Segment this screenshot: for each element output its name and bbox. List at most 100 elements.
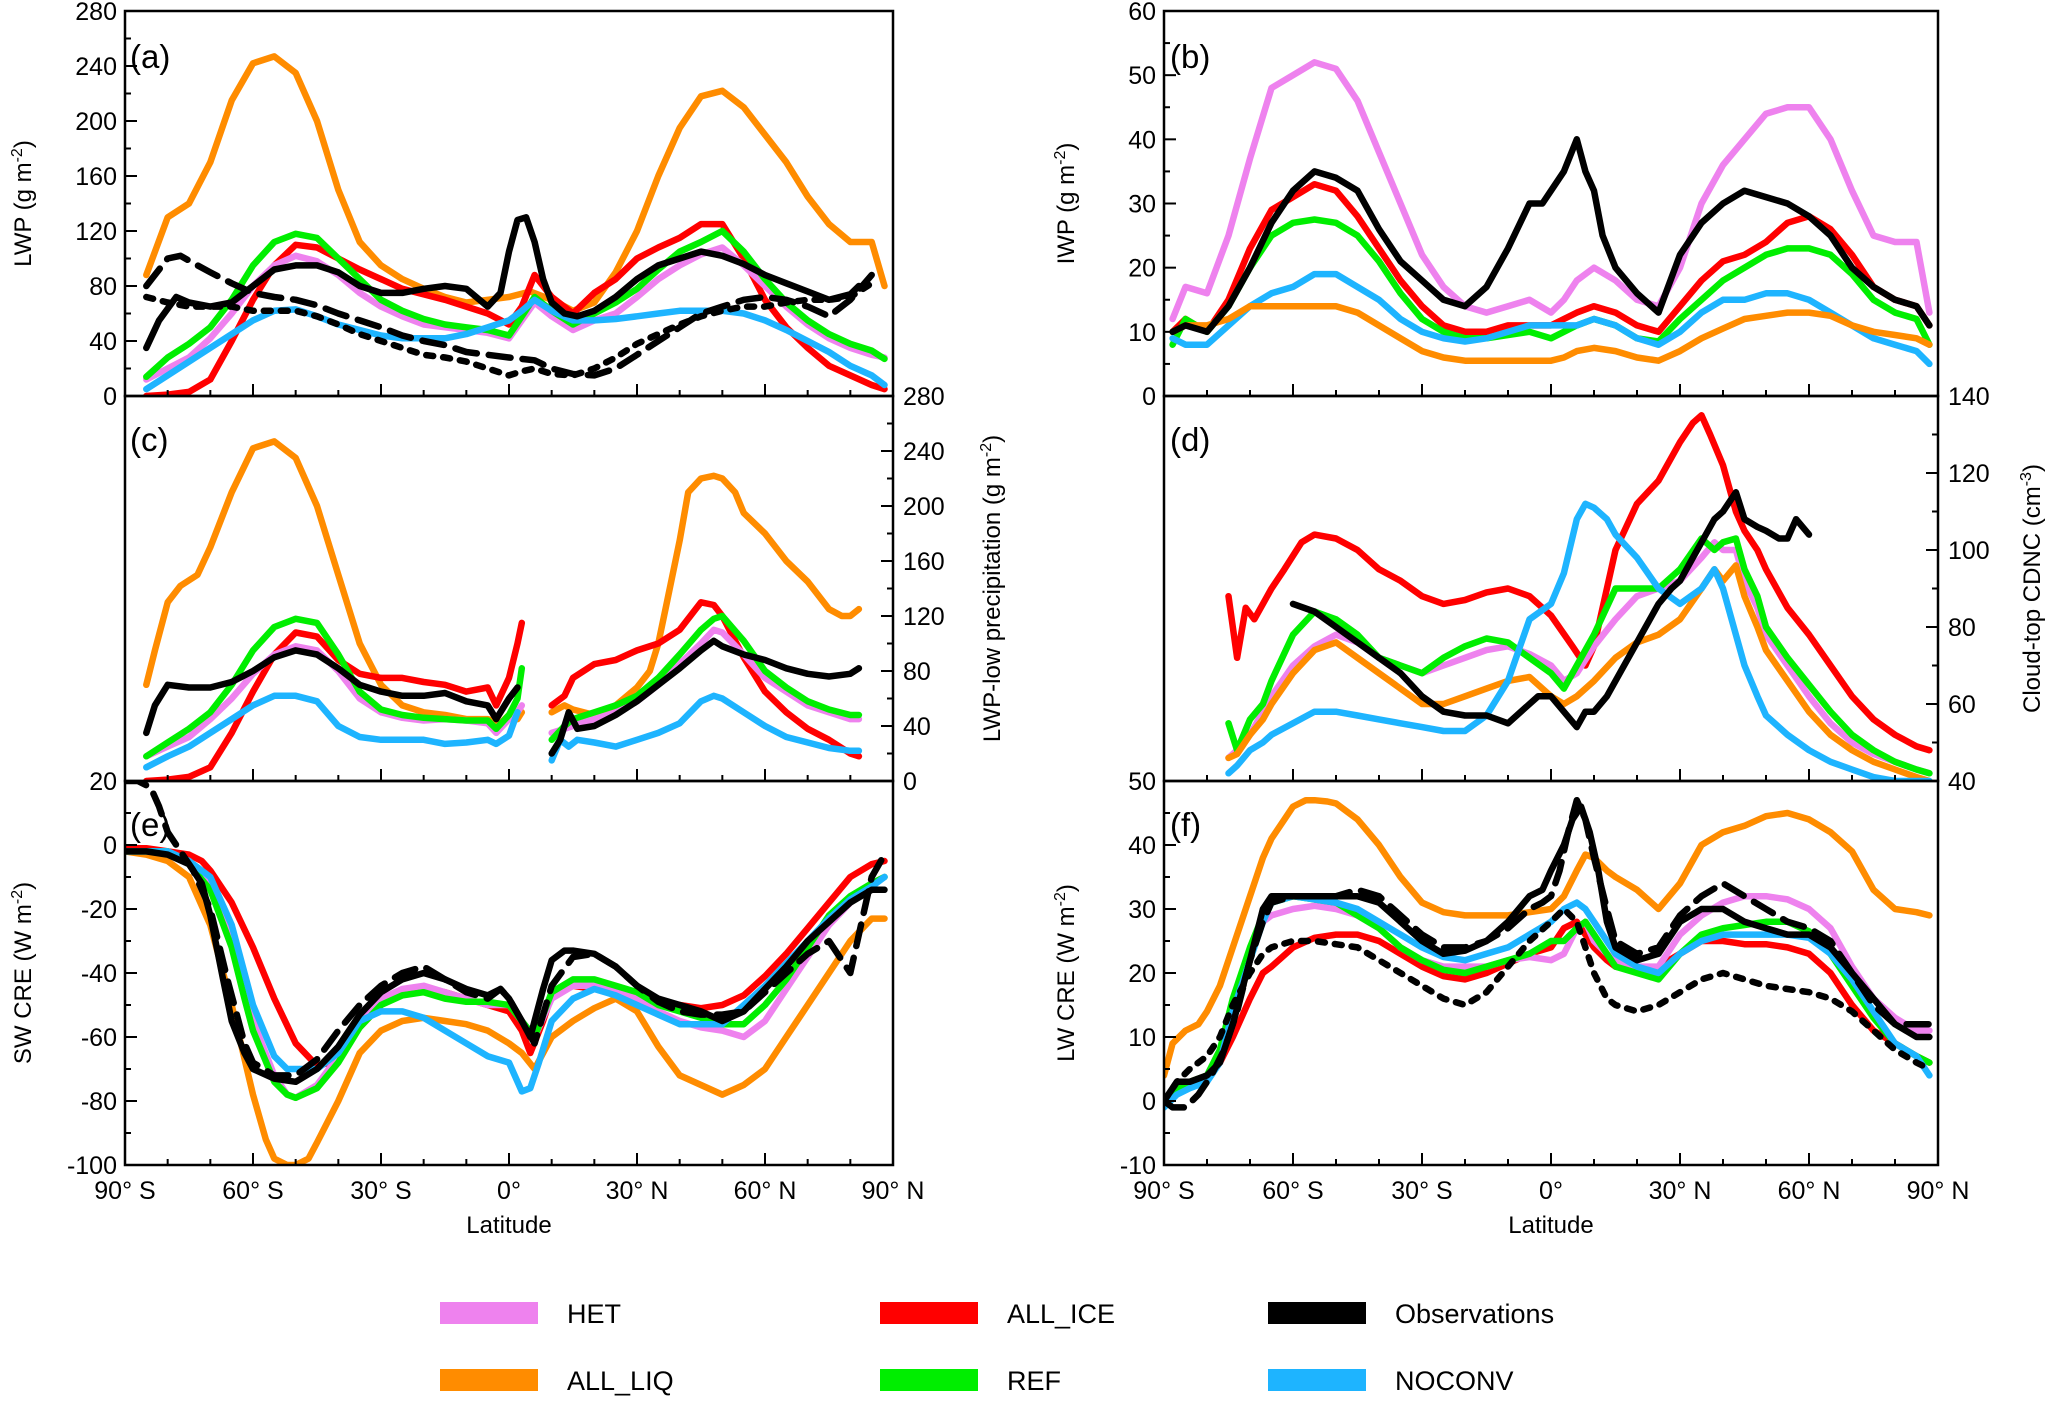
series-observations-dash <box>143 252 875 379</box>
series-group <box>125 781 888 1165</box>
x-tick-label: 0° <box>497 1177 521 1205</box>
x-axis-label: Latitude <box>466 1212 551 1239</box>
series-ref <box>1169 216 1933 348</box>
series-noconv <box>1169 270 1933 368</box>
series-noconv <box>125 848 888 1095</box>
legend-swatch <box>880 1302 978 1324</box>
y-tick-label: 0 <box>903 768 917 796</box>
y-tick-label: 40 <box>1128 832 1156 860</box>
series-het <box>1169 59 1933 323</box>
x-tick-label: 90° N <box>862 1177 925 1205</box>
legend-item-all-liq: ALL_LIQ <box>440 1366 674 1396</box>
series-observations <box>143 647 521 737</box>
panel-tag: (c) <box>130 421 168 458</box>
y-tick-label: 40 <box>1948 768 1976 796</box>
y-tick-label: 30 <box>1128 896 1156 924</box>
x-tick-label: 60° N <box>1778 1177 1841 1205</box>
series-observations-dot <box>1164 905 1933 1105</box>
y-tick-label: 160 <box>903 548 945 576</box>
series-all-ice <box>125 844 888 1070</box>
y-tick-label: 10 <box>1128 1024 1156 1052</box>
series-all-liq <box>125 848 888 1165</box>
panel-b: 0 10 20 30 40 50 60 (b) IWP (g m-2) <box>1052 0 1940 411</box>
plot-frame <box>1162 779 1940 1167</box>
series-all-liq <box>1164 796 1933 1079</box>
legend-swatch <box>440 1302 538 1324</box>
legend-swatch <box>1268 1302 1366 1324</box>
x-tick-label: 30° S <box>350 1177 411 1205</box>
y-tick-label: -40 <box>81 960 117 988</box>
series-ref <box>548 612 863 744</box>
y-tick-label: 120 <box>75 218 117 246</box>
legend-item-noconv: NOCONV <box>1268 1366 1514 1396</box>
y-tick-label: -10 <box>1120 1152 1156 1180</box>
series-het <box>548 626 863 737</box>
series-observations-dash <box>1164 796 1933 1111</box>
series-all-ice <box>548 599 863 760</box>
y-tick-label: 20 <box>89 768 117 796</box>
y-tick-label: 0 <box>1142 1088 1156 1116</box>
series-noconv <box>548 692 863 764</box>
series-all-liq <box>548 472 863 719</box>
series-noconv <box>143 692 521 771</box>
x-tick-label: 0° <box>1539 1177 1563 1205</box>
series-all-ice <box>143 619 526 781</box>
series-all-liq <box>143 53 888 315</box>
y-tick-label: 280 <box>75 0 117 26</box>
y-tick-label: 60 <box>1128 0 1156 26</box>
y-axis-label: LW CRE (W m-2) <box>1052 884 1080 1062</box>
series-group <box>1169 59 1933 368</box>
legend-label: ALL_ICE <box>1007 1299 1115 1329</box>
y-axis-label: SW CRE (W m-2) <box>9 882 37 1064</box>
panel-c: 0 40 80 120 160 200 240 280 (c) LWP-low precipita… <box>123 383 1006 796</box>
y-tick-label: 200 <box>75 108 117 136</box>
x-axis-label: Latitude <box>1508 1212 1593 1239</box>
y-axis-label: LWP (g m-2) <box>9 140 37 267</box>
y-tick-label: 40 <box>903 713 931 741</box>
panel-e: -100 -80 -60 -40 -20 0 20 90° S 60° S 30° S 0° 30° … <box>9 768 924 1239</box>
x-tick-label: 30° N <box>606 1177 669 1205</box>
y-tick-label: 20 <box>1128 960 1156 988</box>
y-tick-label: 160 <box>75 163 117 191</box>
y-tick-label: 50 <box>1128 768 1156 796</box>
y-tick-label: 40 <box>1128 126 1156 154</box>
y-axis-label: Cloud-top CDNC (cm-3) <box>2018 464 2046 713</box>
y-tick-label: 80 <box>903 658 931 686</box>
legend: HET ALL_ICE Observations ALL_LIQ REF NOCONV <box>440 1299 1554 1396</box>
y-tick-label: 80 <box>1948 614 1976 642</box>
y-tick-label: -80 <box>81 1088 117 1116</box>
panel-tag: (d) <box>1170 421 1210 458</box>
y-tick-label: 120 <box>1948 460 1990 488</box>
y-tick-label: 240 <box>903 438 945 466</box>
y-tick-label: 0 <box>103 383 117 411</box>
panel-tag: (a) <box>130 38 170 75</box>
series-het <box>1225 539 1933 777</box>
series-all-liq <box>1169 302 1933 364</box>
legend-item-all-ice: ALL_ICE <box>880 1299 1115 1329</box>
legend-item-het: HET <box>440 1299 621 1329</box>
panel-d: 40 60 80 100 120 140 (d) Cloud-top CDNC (cm-3) <box>1162 383 2046 796</box>
series-ref <box>125 848 888 1102</box>
y-tick-label: 280 <box>903 383 945 411</box>
y-tick-label: 60 <box>1948 691 1976 719</box>
legend-item-ref: REF <box>880 1366 1061 1396</box>
series-observations-dot <box>143 280 875 379</box>
series-group <box>1225 412 1933 781</box>
y-tick-label: -100 <box>67 1152 117 1180</box>
legend-label: ALL_LIQ <box>567 1366 674 1396</box>
y-tick-label: 240 <box>75 53 117 81</box>
series-observations <box>143 214 863 352</box>
x-tick-label: 60° S <box>1262 1177 1323 1205</box>
x-tick-label: 90° S <box>94 1177 155 1205</box>
x-tick-label: 60° S <box>222 1177 283 1205</box>
panel-tag: (f) <box>1170 806 1201 843</box>
x-tick-label: 30° S <box>1391 1177 1452 1205</box>
x-tick-label: 60° N <box>734 1177 797 1205</box>
series-observations <box>548 637 863 757</box>
y-axis-label: IWP (g m-2) <box>1052 143 1080 265</box>
series-all-ice <box>1164 918 1933 1105</box>
legend-swatch <box>1268 1369 1366 1391</box>
legend-label: NOCONV <box>1395 1366 1514 1396</box>
y-tick-label: 0 <box>1142 383 1156 411</box>
